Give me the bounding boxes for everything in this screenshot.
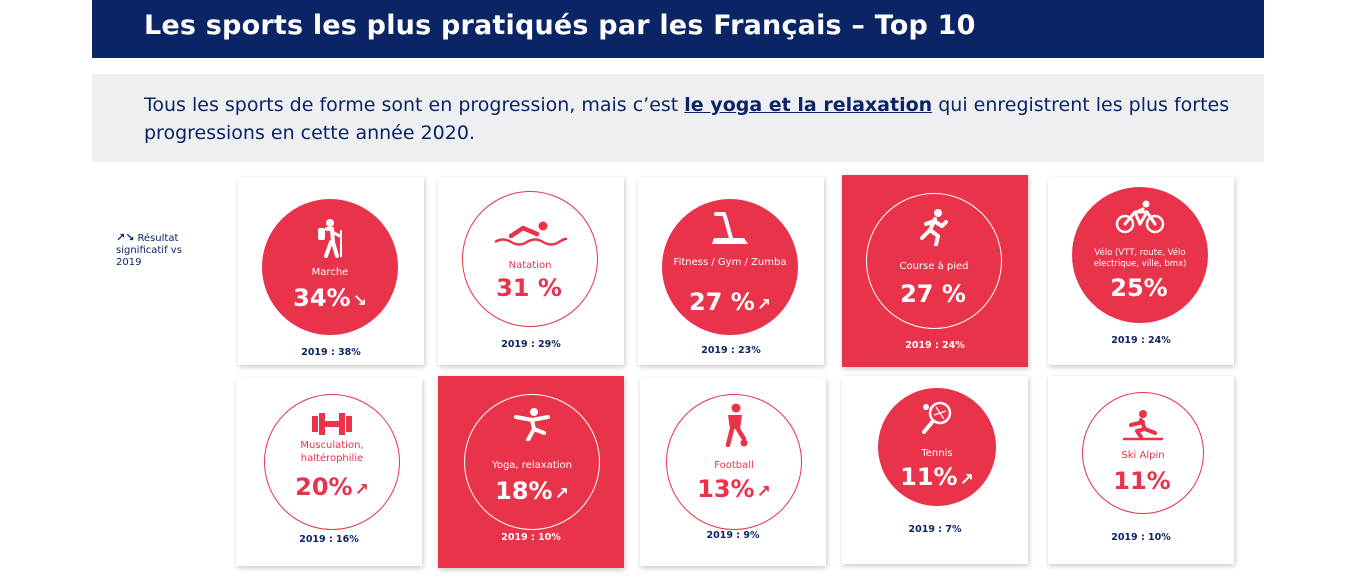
sport-circle: Yoga, relaxation 18% ↗ [464,394,600,530]
dumbbell-icon [312,413,352,435]
trend-arrows-icon: ↗↘ [116,231,135,244]
trend-up-icon: ↗ [354,480,369,500]
yoga-icon [514,408,550,441]
summary-text: Tous les sports de forme sont en progres… [144,91,1254,147]
sport-prev-year: 2019 : 29% [501,339,561,350]
sport-percentage: 27 % ↗ [663,288,797,316]
sport-circle: Vélo (VTT, route, Vélo electrique, ville… [1072,187,1208,323]
trend-up-icon: ↗ [554,484,569,504]
sport-name: Course à pied [899,261,969,272]
sport-circle: Marche 34% ↘ [262,199,398,335]
summary-highlight-link[interactable]: le yoga et la relaxation [684,94,933,116]
pct-value: 25% [1110,274,1168,302]
significance-legend: ↗↘ Résultat significatif vs 2019 [116,232,206,269]
sport-circle: Ski Alpin 11% [1082,392,1204,514]
sport-card-velo[interactable]: Vélo (VTT, route, Vélo electrique, ville… [1048,177,1234,365]
sport-name: Natation [508,260,552,271]
title-bar: Les sports les plus pratiqués par les Fr… [92,0,1264,58]
sport-card-musculation[interactable]: Musculation, haltérophilie 20% ↗ 2019 : 1… [236,378,422,566]
hiker-icon [318,219,342,258]
trend-up-icon: ↗ [959,470,974,490]
sport-name: Tennis [921,448,953,459]
trend-up-icon: ↗ [756,295,772,315]
cyclist-icon [1115,200,1165,234]
sport-circle: Musculation, haltérophilie 20% ↗ [264,394,400,530]
sport-prev-year: 2019 : 23% [701,345,761,356]
sport-circle: Fitness / Gym / Zumba 27 % ↗ [662,199,798,335]
sport-card-fitness[interactable]: Fitness / Gym / Zumba 27 % ↗ 2019 : 23% [638,177,824,365]
pct-value: 11% [900,463,958,491]
pct-value: 27 % [900,280,966,308]
summary-banner: Tous les sports de forme sont en progres… [92,74,1264,162]
sport-percentage: 34% ↘ [263,284,397,312]
sport-prev-year: 2019 : 9% [706,530,760,541]
sport-prev-year: 2019 : 7% [908,524,962,535]
summary-text-after: qui enregistrent les plus fortes progres… [144,94,1230,144]
sport-card-natation[interactable]: Natation 31 % 2019 : 29% [438,177,624,365]
sport-card-tennis[interactable]: Tennis 11% ↗ 2019 : 7% [842,376,1028,564]
sport-percentage: 11% [1083,467,1203,495]
sport-percentage: 13% ↗ [667,475,801,503]
pct-value: 11% [1113,467,1171,495]
sport-name: Ski Alpin [1121,450,1165,461]
pct-value: 31 % [496,274,562,302]
swimmer-icon [494,221,567,246]
sport-percentage: 27 % [867,280,1001,308]
sport-prev-year: 2019 : 38% [301,347,361,358]
sport-percentage: 25% [1073,274,1207,302]
summary-text-before: Tous les sports de forme sont en progres… [144,94,685,116]
sport-prev-year: 2019 : 10% [501,532,561,543]
sport-circle: Natation 31 % [462,191,598,327]
sport-prev-year: 2019 : 24% [1111,335,1171,346]
sport-name: Yoga, relaxation [492,460,572,471]
sport-prev-year: 2019 : 16% [299,534,359,545]
sport-name: Fitness / Gym / Zumba [673,257,787,268]
pct-value: 34% [293,284,351,312]
treadmill-icon [712,212,748,244]
sport-percentage: 18% ↗ [465,477,599,505]
trend-down-icon: ↘ [352,291,367,311]
sport-name: Musculation, haltérophilie [300,440,364,464]
skier-icon [1123,410,1163,441]
football-player-icon [725,403,748,447]
sport-card-yoga[interactable]: Yoga, relaxation 18% ↗ 2019 : 10% [438,376,624,568]
sport-name: Vélo (VTT, route, Vélo electrique, ville… [1093,248,1187,269]
sport-card-football[interactable]: Football 13% ↗ 2019 : 9% [640,378,826,566]
sport-circle: Football 13% ↗ [666,394,802,530]
legend-label: Résultat significatif vs 2019 [116,233,182,268]
sport-percentage: 20% ↗ [265,473,399,501]
sport-card-marche[interactable]: Marche 34% ↘ 2019 : 38% [238,177,424,365]
page-title: Les sports les plus pratiqués par les Fr… [144,10,976,41]
sport-card-course[interactable]: Course à pied 27 % 2019 : 24% [842,175,1028,367]
runner-icon [920,209,948,246]
sport-name: Football [714,460,754,471]
pct-value: 13% [697,475,755,503]
sport-prev-year: 2019 : 24% [905,340,965,351]
sport-card-ski[interactable]: Ski Alpin 11% 2019 : 10% [1048,376,1234,564]
pct-value: 18% [495,477,553,505]
sport-percentage: 31 % [463,274,597,302]
pct-value: 27 % [688,288,755,316]
trend-up-icon: ↗ [756,482,771,502]
pct-value: 20% [295,473,353,501]
sport-name: Marche [311,267,349,278]
sport-percentage: 11% ↗ [879,463,995,491]
tennis-racket-icon [922,401,952,434]
sport-circle: Course à pied 27 % [866,193,1002,329]
sport-prev-year: 2019 : 10% [1111,532,1171,543]
sport-circle: Tennis 11% ↗ [878,388,996,506]
